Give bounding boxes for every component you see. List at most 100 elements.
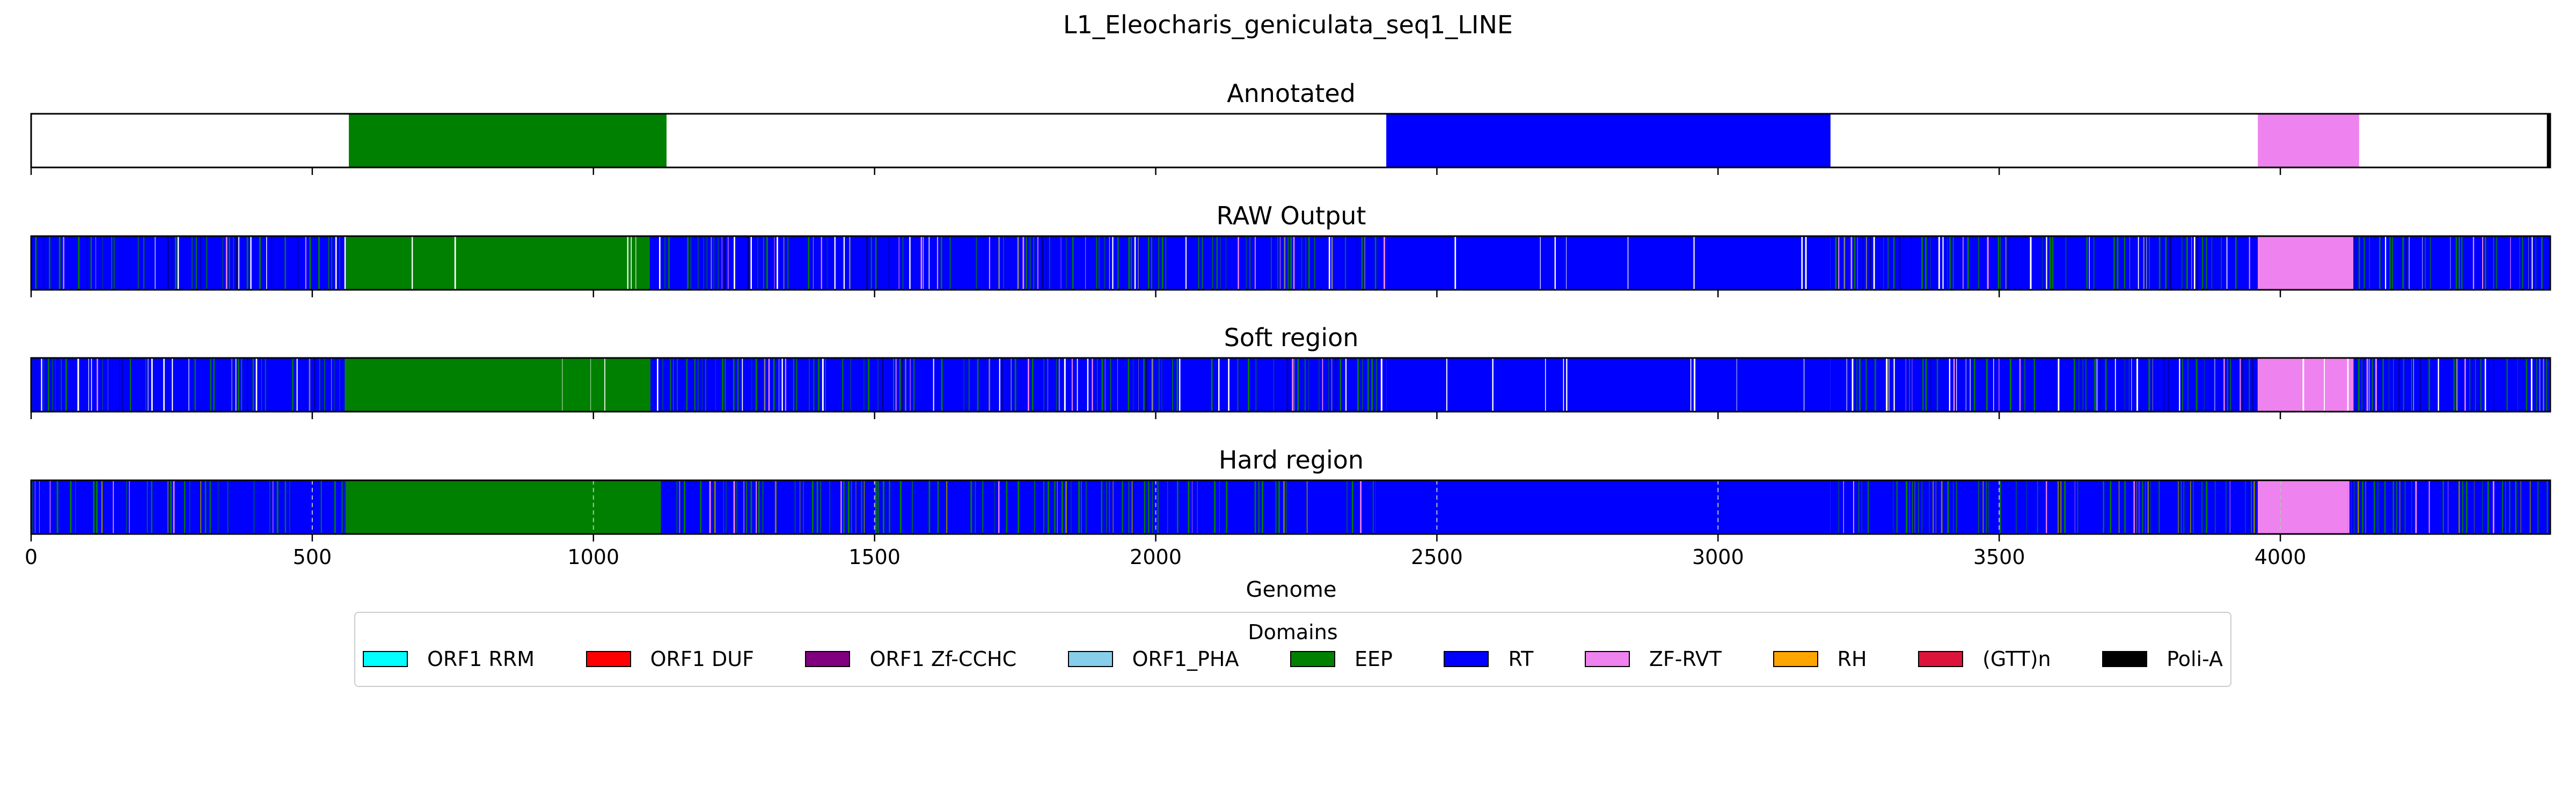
prediction-stripe	[2496, 236, 2497, 290]
prediction-stripe	[705, 358, 706, 412]
prediction-stripe	[2172, 480, 2174, 534]
prediction-stripe	[813, 358, 815, 412]
prediction-stripe	[923, 236, 924, 290]
prediction-stripe	[341, 480, 343, 534]
prediction-stripe	[631, 236, 632, 290]
prediction-stripe	[1947, 480, 1949, 534]
prediction-stripe	[345, 480, 346, 534]
prediction-stripe	[210, 358, 211, 412]
prediction-stripe	[1371, 358, 1373, 412]
prediction-stripe	[2206, 236, 2207, 290]
prediction-stripe	[177, 236, 179, 290]
prediction-stripe	[209, 480, 211, 534]
prediction-stripe	[58, 236, 61, 290]
prediction-stripe	[1956, 358, 1957, 412]
prediction-stripe	[2526, 480, 2528, 534]
prediction-stripe	[2450, 236, 2451, 290]
prediction-stripe	[345, 358, 346, 412]
prediction-stripe	[2191, 236, 2192, 290]
region-block	[2353, 236, 2550, 290]
prediction-stripe	[2064, 480, 2066, 534]
prediction-stripe	[1846, 480, 1848, 534]
prediction-stripe	[1384, 236, 1385, 290]
legend-item: ORF1 RRM	[363, 647, 535, 671]
prediction-stripe	[2201, 480, 2202, 534]
prediction-stripe	[2506, 358, 2508, 412]
prediction-stripe	[2240, 358, 2241, 412]
prediction-stripe	[1938, 236, 1940, 290]
prediction-stripe	[1893, 358, 1895, 412]
track-title: Annotated	[1227, 79, 1356, 108]
prediction-stripe	[2179, 358, 2180, 412]
prediction-stripe	[2089, 236, 2090, 290]
prediction-stripe	[163, 358, 165, 412]
prediction-stripe	[1033, 236, 1035, 290]
prediction-stripe	[1970, 358, 1971, 412]
track-raw-output: RAW Output	[30, 201, 2551, 297]
prediction-stripe	[2415, 480, 2417, 534]
prediction-stripe	[155, 236, 156, 290]
prediction-stripe	[812, 480, 814, 534]
prediction-stripe	[1873, 236, 1875, 290]
prediction-stripe	[1967, 236, 1969, 290]
prediction-stripe	[657, 358, 658, 412]
prediction-stripe	[662, 358, 663, 412]
prediction-stripe	[877, 480, 879, 534]
prediction-stripe	[309, 358, 311, 412]
legend-label: Poli-A	[2167, 647, 2223, 671]
prediction-stripe	[1158, 236, 1160, 290]
prediction-stripe	[687, 236, 689, 290]
prediction-stripe	[1064, 358, 1066, 412]
prediction-stripe	[843, 480, 845, 534]
prediction-stripe	[1875, 358, 1876, 412]
legend-swatch	[1918, 651, 1964, 667]
prediction-stripe	[1101, 480, 1103, 534]
prediction-stripe	[1355, 480, 1356, 534]
prediction-stripe	[1167, 480, 1168, 534]
prediction-stripe	[2118, 480, 2120, 534]
prediction-stripe	[2399, 480, 2401, 534]
prediction-stripe	[733, 358, 735, 412]
prediction-stripe	[276, 480, 279, 534]
prediction-stripe	[1096, 236, 1097, 290]
prediction-stripe	[1087, 358, 1089, 412]
prediction-stripe	[1249, 236, 1250, 290]
prediction-stripe	[1374, 236, 1377, 290]
prediction-stripe	[1896, 480, 1898, 534]
prediction-stripe	[998, 236, 1000, 290]
prediction-stripe	[1328, 358, 1329, 412]
prediction-stripe	[668, 236, 670, 290]
prediction-stripe	[2543, 358, 2544, 412]
prediction-stripe	[1856, 358, 1857, 412]
prediction-stripe	[1345, 236, 1346, 290]
track-soft-region: Soft region	[30, 323, 2551, 419]
prediction-stripe	[1563, 358, 1564, 412]
region-block	[1375, 480, 1831, 534]
prediction-stripe	[2085, 358, 2087, 412]
prediction-stripe	[1043, 480, 1044, 534]
prediction-stripe	[875, 236, 877, 290]
prediction-stripe	[1952, 236, 1954, 290]
region-block	[2258, 480, 2348, 534]
prediction-stripe	[694, 358, 696, 412]
prediction-stripe	[2365, 480, 2366, 534]
prediction-stripe	[1566, 358, 1568, 412]
prediction-stripe	[255, 358, 258, 412]
prediction-stripe	[2139, 480, 2140, 534]
prediction-stripe	[773, 358, 775, 412]
prediction-stripe	[1925, 358, 1927, 412]
prediction-stripe	[1308, 358, 1309, 412]
prediction-stripe	[122, 480, 124, 534]
prediction-stripe	[339, 358, 340, 412]
prediction-stripe	[2428, 358, 2430, 412]
prediction-stripe	[2138, 236, 2139, 290]
prediction-stripe	[2482, 236, 2484, 290]
prediction-stripe	[2429, 236, 2431, 290]
prediction-stripe	[2099, 358, 2101, 412]
prediction-stripe	[2385, 236, 2387, 290]
legend-label: (GTT)n	[1982, 647, 2051, 671]
prediction-stripe	[849, 236, 851, 290]
prediction-stripe	[320, 480, 322, 534]
prediction-stripe	[847, 480, 850, 534]
prediction-stripe	[2158, 236, 2161, 290]
